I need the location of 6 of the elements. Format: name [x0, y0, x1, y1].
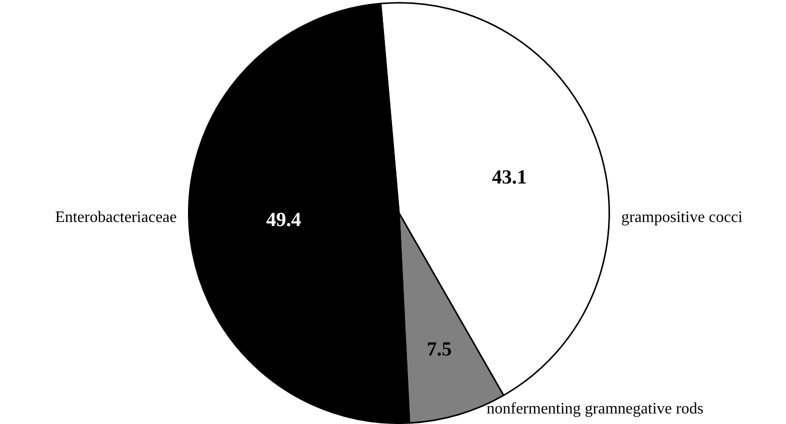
data-label: 7.5: [426, 338, 452, 360]
slice-label: Enterobacteriaceae: [55, 209, 177, 226]
data-label: 49.4: [266, 209, 302, 232]
slice-label: grampositive cocci: [621, 209, 744, 226]
slice-label: nonfermenting gramnegative rods: [486, 400, 704, 418]
data-label: 43.1: [492, 166, 527, 189]
